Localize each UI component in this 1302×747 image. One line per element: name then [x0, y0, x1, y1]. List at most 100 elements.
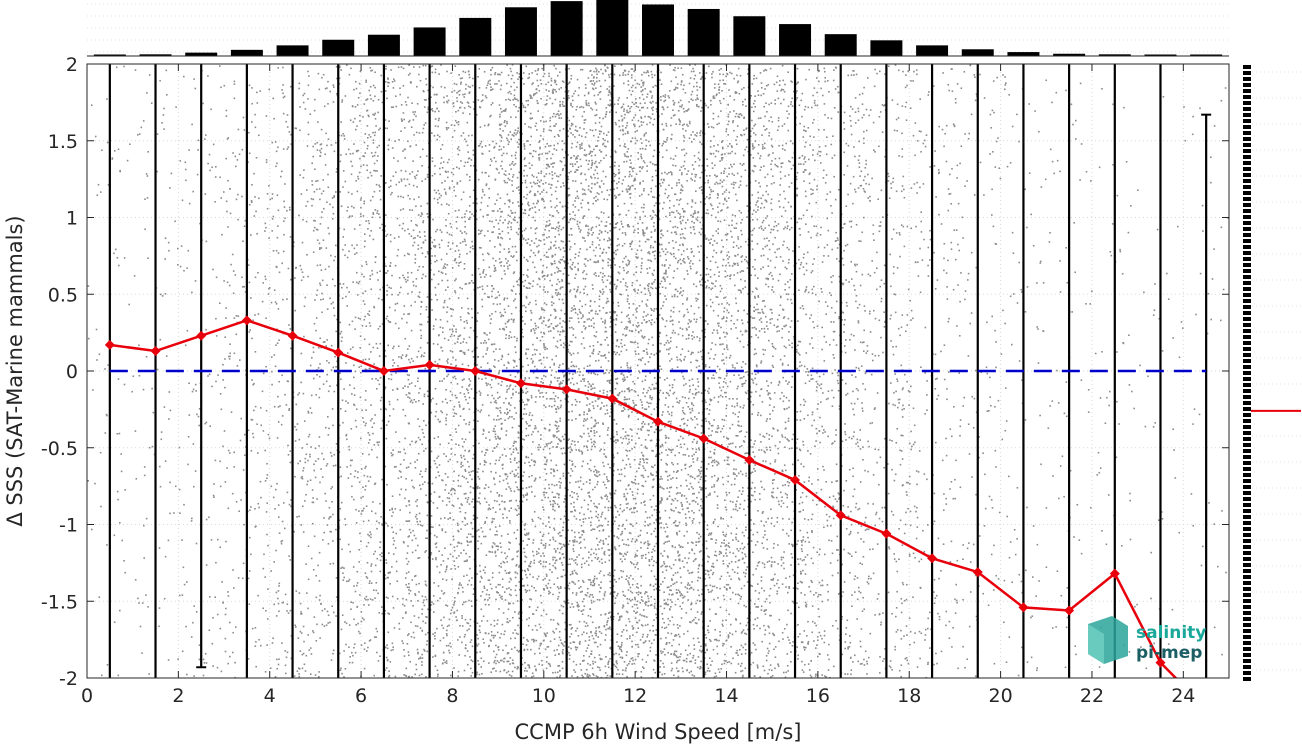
- scatter-point: [208, 629, 211, 631]
- scatter-point: [169, 187, 171, 189]
- scatter-point: [362, 164, 365, 166]
- scatter-point: [464, 395, 466, 398]
- scatter-point: [541, 308, 543, 311]
- scatter-point: [381, 552, 383, 554]
- scatter-point: [307, 459, 309, 462]
- scatter-point: [369, 531, 371, 533]
- scatter-point: [360, 540, 362, 543]
- scatter-point: [539, 626, 542, 629]
- scatter-point: [544, 152, 547, 155]
- scatter-point: [264, 671, 267, 673]
- scatter-point: [586, 418, 589, 420]
- scatter-point: [473, 419, 475, 422]
- scatter-point: [282, 112, 285, 115]
- scatter-point: [300, 632, 303, 634]
- scatter-point: [476, 671, 478, 674]
- scatter-point: [402, 597, 404, 600]
- scatter-point: [310, 647, 312, 649]
- scatter-point: [477, 409, 479, 412]
- scatter-point: [267, 588, 269, 590]
- top-histogram-bar: [550, 1, 583, 57]
- scatter-point: [501, 160, 503, 163]
- scatter-point: [542, 533, 545, 536]
- scatter-point: [454, 290, 456, 292]
- scatter-point: [418, 296, 421, 298]
- scatter-point: [518, 581, 520, 583]
- scatter-point: [362, 486, 364, 488]
- scatter-point: [482, 215, 484, 218]
- scatter-point: [542, 579, 544, 581]
- scatter-point: [268, 88, 270, 91]
- scatter-point: [466, 650, 469, 652]
- scatter-point: [535, 427, 537, 429]
- scatter-point: [495, 402, 498, 404]
- scatter-point: [325, 426, 327, 429]
- scatter-point: [463, 216, 466, 218]
- scatter-point: [531, 362, 534, 364]
- scatter-point: [275, 303, 278, 305]
- scatter-point: [461, 445, 464, 448]
- scatter-point: [159, 338, 162, 341]
- scatter-point: [468, 218, 470, 220]
- scatter-point: [522, 106, 525, 109]
- scatter-point: [467, 461, 469, 463]
- scatter-point: [365, 263, 368, 266]
- scatter-point: [554, 236, 556, 238]
- scatter-point: [515, 584, 517, 587]
- scatter-point: [494, 269, 497, 272]
- scatter-point: [360, 497, 362, 499]
- top-histogram-bar: [1098, 54, 1131, 56]
- scatter-point: [368, 314, 371, 316]
- scatter-point: [384, 646, 387, 649]
- scatter-point: [301, 475, 303, 478]
- scatter-point: [289, 461, 292, 464]
- scatter-point: [333, 150, 336, 153]
- scatter-point: [258, 197, 260, 200]
- scatter-point: [377, 98, 380, 101]
- scatter-point: [535, 92, 538, 94]
- scatter-point: [498, 104, 501, 106]
- scatter-point: [456, 341, 459, 343]
- scatter-point: [585, 560, 588, 562]
- scatter-point: [384, 349, 386, 352]
- scatter-point: [408, 64, 410, 66]
- scatter-point: [316, 294, 318, 296]
- scatter-point: [517, 436, 520, 439]
- scatter-point: [373, 134, 376, 137]
- scatter-point: [535, 609, 538, 612]
- scatter-point: [492, 634, 495, 637]
- scatter-point: [486, 205, 489, 207]
- scatter-point: [427, 316, 430, 318]
- scatter-point: [527, 99, 529, 102]
- scatter-point: [392, 553, 395, 555]
- scatter-point: [404, 170, 407, 173]
- scatter-point: [510, 138, 512, 140]
- scatter-point: [430, 96, 432, 98]
- scatter-point: [453, 667, 455, 669]
- scatter-point: [361, 453, 364, 455]
- scatter-point: [464, 458, 466, 461]
- scatter-point: [489, 332, 491, 334]
- scatter-point: [300, 279, 303, 282]
- scatter-point: [412, 184, 415, 187]
- scatter-point: [168, 391, 171, 393]
- scatter-point: [453, 129, 456, 132]
- scatter-point: [500, 562, 502, 565]
- scatter-point: [528, 76, 531, 79]
- scatter-point: [398, 291, 401, 294]
- scatter-point: [497, 592, 499, 594]
- scatter-point: [529, 565, 532, 568]
- scatter-point: [498, 494, 501, 496]
- scatter-point: [420, 355, 423, 358]
- scatter-point: [484, 145, 487, 147]
- scatter-point: [445, 423, 447, 426]
- scatter-point: [507, 232, 510, 234]
- scatter-point: [379, 270, 381, 272]
- scatter-point: [197, 415, 200, 418]
- scatter-point: [505, 397, 507, 400]
- scatter-point: [535, 271, 538, 273]
- scatter-point: [344, 668, 347, 670]
- scatter-point: [472, 518, 475, 521]
- scatter-point: [523, 524, 526, 527]
- scatter-point: [348, 445, 350, 448]
